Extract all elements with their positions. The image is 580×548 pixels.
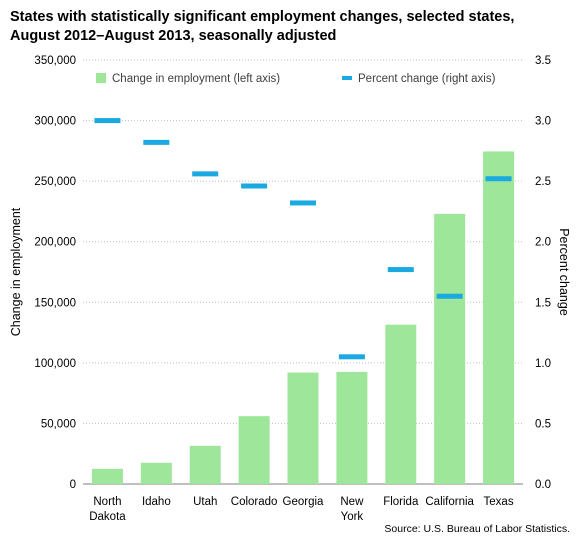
percent-marker [338, 354, 365, 360]
category-label: Idaho [142, 496, 171, 508]
y2-tick-label: 3.5 [535, 55, 551, 67]
percent-marker [290, 200, 316, 206]
percent-marker [387, 267, 414, 273]
y-axis-title: Change in employment [9, 207, 23, 336]
y2-tick-label: 3.0 [535, 116, 551, 128]
category-label: Georgia [283, 496, 325, 508]
bar [91, 468, 123, 484]
legend-bar-label: Change in employment (left axis) [112, 73, 280, 85]
bar [385, 324, 417, 484]
y2-axis-title: Percent change [557, 228, 571, 316]
bar [287, 372, 319, 484]
category-label: Texas [484, 496, 514, 508]
category-label: Florida [383, 496, 419, 508]
percent-marker [241, 183, 268, 189]
y-tick-label: 50,000 [41, 418, 76, 430]
category-label: Dakota [89, 511, 126, 523]
y-tick-label: 150,000 [34, 297, 76, 309]
y-tick-label: 300,000 [34, 116, 76, 128]
percent-marker [143, 139, 170, 145]
y-tick-label: 200,000 [34, 237, 76, 249]
category-label: Utah [193, 496, 217, 508]
y2-tick-label: 0.0 [535, 479, 551, 491]
legend-marker-label: Percent change (right axis) [358, 73, 496, 85]
chart-title-line-1: States with statistically significant em… [10, 9, 515, 25]
bar [238, 416, 270, 484]
category-label: New [340, 496, 364, 508]
bar [189, 445, 221, 484]
category-label: York [341, 511, 364, 523]
bar [483, 151, 515, 484]
y2-tick-label: 1.0 [535, 358, 551, 370]
bar [336, 371, 368, 484]
legend-bar-swatch [96, 73, 106, 83]
percent-marker [192, 171, 219, 177]
category-label: California [425, 496, 474, 508]
y2-tick-label: 2.0 [535, 237, 551, 249]
chart-title: States with statistically significant em… [10, 8, 570, 46]
y2-tick-label: 0.5 [535, 418, 551, 430]
chart-title-line-2: August 2012–August 2013, seasonally adju… [10, 28, 337, 44]
category-label: North [93, 496, 121, 508]
percent-marker [94, 118, 121, 124]
y-tick-label: 250,000 [34, 176, 76, 188]
y2-tick-label: 1.5 [535, 297, 551, 309]
y-tick-label: 0 [70, 479, 76, 491]
bar [140, 462, 172, 484]
category-label: Colorado [231, 496, 278, 508]
legend-marker-swatch [342, 76, 352, 80]
source-note: Source: U.S. Bureau of Labor Statistics. [384, 523, 570, 535]
percent-marker [436, 293, 463, 299]
y2-tick-label: 2.5 [535, 176, 551, 188]
percent-marker [485, 176, 512, 182]
bar [434, 213, 466, 484]
y-tick-label: 100,000 [34, 358, 76, 370]
y-tick-label: 350,000 [34, 55, 76, 67]
